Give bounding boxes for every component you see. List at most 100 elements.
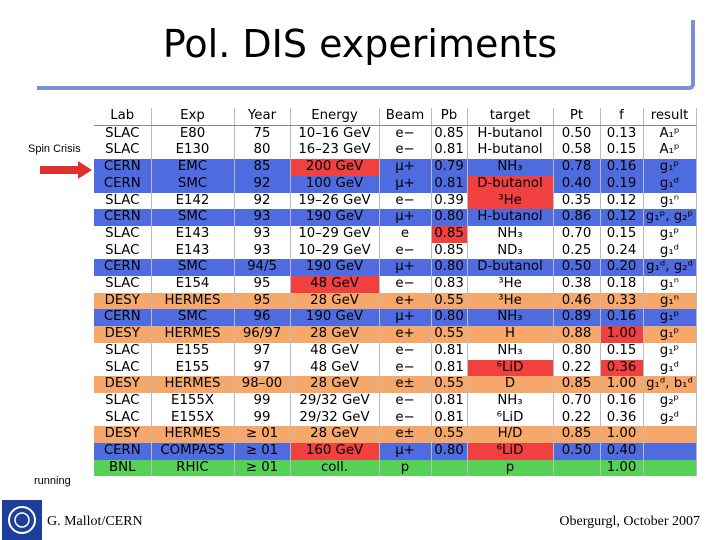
table-cell: g₁ᵖ bbox=[643, 326, 697, 343]
table-cell: HERMES bbox=[151, 376, 235, 393]
cern-logo-icon bbox=[2, 500, 42, 540]
table-cell: 0.85 bbox=[553, 376, 601, 393]
table-row: CERN SMC 92 100 GeV μ+ 0.81 D-butanol 0.40 0.19 g… bbox=[94, 175, 697, 193]
table-cell: 0.80 bbox=[431, 259, 468, 277]
table-cell: A₁ᵖ bbox=[643, 142, 697, 160]
column-header: target bbox=[467, 108, 554, 126]
table-cell: H-butanol bbox=[467, 125, 554, 143]
table-cell: 0.85 bbox=[553, 426, 601, 444]
table-cell: e− bbox=[379, 359, 432, 377]
table-row: SLAC E155X 99 29/32 GeV e− 0.81 ⁶LiD 0.22 0.36 g₂… bbox=[94, 409, 697, 427]
table-cell: g₁ⁿ bbox=[643, 292, 697, 310]
table-cell: e− bbox=[379, 409, 432, 427]
table-row: SLAC E154 95 48 GeV e− 0.83 ³He 0.38 0.18 g₁ⁿ bbox=[94, 276, 697, 293]
table-cell: SLAC bbox=[94, 409, 152, 427]
table-cell: 0.25 bbox=[553, 242, 601, 260]
table-row: CERN SMC 96 190 GeV μ+ 0.80 NH₃ 0.89 0.16 g₁ᵖ bbox=[94, 309, 697, 327]
table-cell: 0.86 bbox=[553, 209, 601, 226]
table-cell: 48 GeV bbox=[290, 359, 380, 377]
table-cell: e+ bbox=[379, 292, 432, 310]
table-cell: 0.40 bbox=[553, 175, 601, 193]
experiments-table-wrap: Lab Exp Year Energy Beam Pb target Pt f result SL… bbox=[94, 108, 697, 477]
spin-crisis-label: Spin Crisis bbox=[28, 143, 81, 155]
table-cell: 0.55 bbox=[431, 376, 468, 393]
table-cell: 0.15 bbox=[600, 342, 644, 360]
table-cell: μ+ bbox=[379, 159, 432, 176]
table-cell: 29/32 GeV bbox=[290, 409, 380, 427]
table-cell: 94/5 bbox=[234, 259, 291, 277]
table-cell: 0.80 bbox=[431, 209, 468, 226]
table-cell: 48 GeV bbox=[290, 276, 380, 293]
table-cell: E143 bbox=[151, 242, 235, 260]
table-cell: SLAC bbox=[94, 392, 152, 410]
table-cell: COMPASS bbox=[151, 443, 235, 460]
table-cell: ³He bbox=[467, 292, 554, 310]
table-cell: 0.55 bbox=[431, 326, 468, 343]
column-header: Energy bbox=[290, 108, 380, 126]
table-row: SLAC E80 75 10–16 GeV e− 0.85 H-butanol 0.50 0.1… bbox=[94, 125, 697, 143]
column-header: Pt bbox=[553, 108, 601, 126]
table-cell: CERN bbox=[94, 175, 152, 193]
table-cell: 0.33 bbox=[600, 292, 644, 310]
table-cell: e+ bbox=[379, 326, 432, 343]
table-cell bbox=[643, 426, 697, 444]
table-cell: 190 GeV bbox=[290, 259, 380, 277]
table-row: SLAC E143 93 10–29 GeV e 0.85 NH₃ 0.70 0.15 g₁ᵖ bbox=[94, 225, 697, 243]
table-cell: 99 bbox=[234, 392, 291, 410]
table-cell: 0.15 bbox=[600, 142, 644, 160]
table-cell: 1.00 bbox=[600, 426, 644, 444]
table-row: SLAC E143 93 10–29 GeV e− 0.85 ND₃ 0.25 0.24 g₁ᵈ bbox=[94, 242, 697, 260]
running-label: running bbox=[34, 475, 71, 487]
table-cell: SLAC bbox=[94, 242, 152, 260]
table-row: SLAC E130 80 16–23 GeV e− 0.81 H-butanol 0.58 0.… bbox=[94, 142, 697, 160]
table-cell: 0.20 bbox=[600, 259, 644, 277]
table-cell: E155X bbox=[151, 409, 235, 427]
table-cell: 0.39 bbox=[431, 192, 468, 210]
table-cell: 28 GeV bbox=[290, 326, 380, 343]
table-cell: H bbox=[467, 326, 554, 343]
table-cell: 1.00 bbox=[600, 376, 644, 393]
table-cell: E142 bbox=[151, 192, 235, 210]
table-cell: e− bbox=[379, 125, 432, 143]
table-cell: 19–26 GeV bbox=[290, 192, 380, 210]
table-cell: 85 bbox=[234, 159, 291, 176]
table-cell: DESY bbox=[94, 292, 152, 310]
table-cell: μ+ bbox=[379, 259, 432, 277]
table-row: CERN SMC 94/5 190 GeV μ+ 0.80 D-butanol 0.50 0.2… bbox=[94, 259, 697, 277]
title-frame bbox=[37, 20, 695, 90]
table-cell: 0.46 bbox=[553, 292, 601, 310]
column-header: result bbox=[643, 108, 697, 126]
table-cell: 96/97 bbox=[234, 326, 291, 343]
table-cell: g₁ᵈ, g₂ᵈ bbox=[643, 259, 697, 277]
table-cell: 10–29 GeV bbox=[290, 225, 380, 243]
column-header: Exp bbox=[151, 108, 235, 126]
table-body: SLAC E80 75 10–16 GeV e− 0.85 H-butanol 0.50 0.1… bbox=[94, 125, 697, 477]
table-cell: 0.16 bbox=[600, 159, 644, 176]
table-cell: g₁ᵖ, g₂ᵖ bbox=[643, 209, 697, 226]
footer-author: G. Mallot/CERN bbox=[47, 514, 143, 529]
table-cell: 0.70 bbox=[553, 392, 601, 410]
table-cell: DESY bbox=[94, 426, 152, 444]
table-cell: e− bbox=[379, 392, 432, 410]
table-cell: 96 bbox=[234, 309, 291, 327]
table-cell: HERMES bbox=[151, 292, 235, 310]
column-header: Beam bbox=[379, 108, 432, 126]
table-cell: E155 bbox=[151, 359, 235, 377]
table-cell: 28 GeV bbox=[290, 376, 380, 393]
footer-event: Obergurgl, October 2007 bbox=[559, 514, 700, 529]
table-cell: 93 bbox=[234, 209, 291, 226]
table-cell: NH₃ bbox=[467, 225, 554, 243]
table-cell: E130 bbox=[151, 142, 235, 160]
table-cell: 0.16 bbox=[600, 309, 644, 327]
table-cell: g₁ⁿ bbox=[643, 276, 697, 293]
table-header-row: Lab Exp Year Energy Beam Pb target Pt f result bbox=[94, 108, 697, 126]
table-cell: CERN bbox=[94, 443, 152, 460]
spin-crisis-arrow-icon bbox=[40, 161, 92, 179]
table-cell: e− bbox=[379, 342, 432, 360]
table-cell: 0.55 bbox=[431, 426, 468, 444]
slide-title: Pol. DIS experiments bbox=[162, 22, 558, 66]
table-row: CERN EMC 85 200 GeV μ+ 0.79 NH₃ 0.78 0.16 g₁ᵖ bbox=[94, 159, 697, 176]
table-cell: p bbox=[467, 459, 554, 477]
table-cell: 190 GeV bbox=[290, 209, 380, 226]
table-cell bbox=[643, 443, 697, 460]
